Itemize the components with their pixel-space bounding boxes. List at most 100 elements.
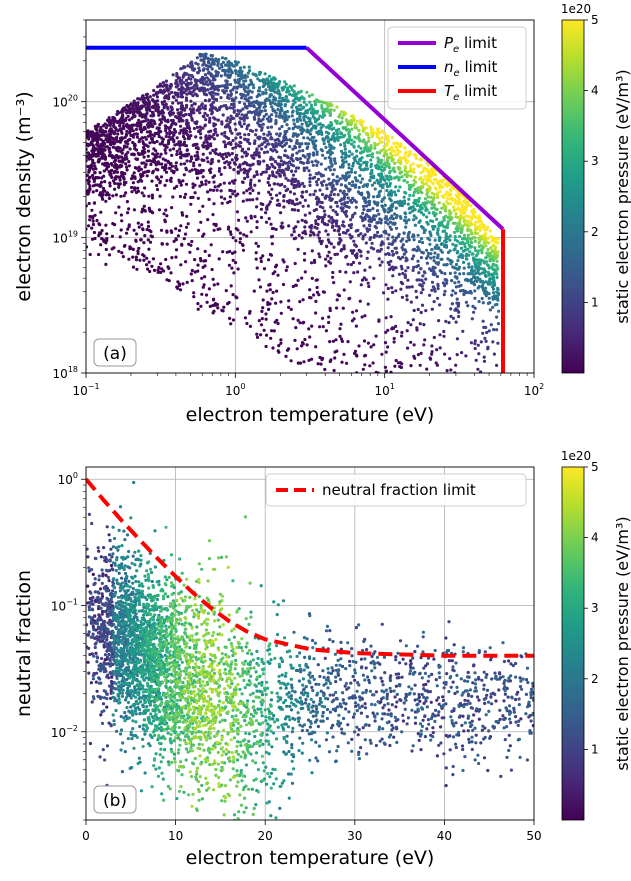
- data-point: [413, 238, 416, 241]
- data-point: [465, 301, 468, 304]
- data-point: [270, 126, 273, 129]
- data-point: [174, 237, 177, 240]
- data-point: [400, 265, 403, 268]
- data-point: [190, 81, 193, 84]
- data-point: [217, 58, 220, 61]
- data-point: [239, 237, 242, 240]
- data-point: [114, 211, 117, 214]
- data-point: [333, 356, 336, 359]
- data-point: [467, 234, 470, 237]
- data-point: [284, 103, 287, 106]
- data-point: [318, 189, 321, 192]
- data-point: [444, 320, 447, 323]
- data-point: [290, 308, 293, 311]
- data-point: [299, 112, 302, 115]
- data-point: [457, 280, 460, 283]
- data-point: [265, 221, 268, 224]
- data-point: [189, 203, 192, 206]
- data-point: [368, 364, 371, 367]
- data-point: [156, 99, 159, 102]
- data-point: [459, 284, 462, 287]
- data-point: [204, 118, 207, 121]
- data-point: [437, 246, 440, 249]
- data-point: [160, 229, 163, 232]
- data-point: [223, 182, 226, 185]
- data-point: [369, 159, 372, 162]
- data-point: [308, 288, 311, 291]
- data-point: [355, 252, 358, 255]
- data-point: [332, 146, 335, 149]
- data-point: [180, 184, 183, 187]
- data-point: [100, 181, 103, 184]
- data-point: [380, 353, 383, 356]
- data-point: [400, 170, 403, 173]
- data-point: [338, 237, 341, 240]
- data-point: [368, 209, 371, 212]
- data-point: [413, 179, 416, 182]
- data-point: [164, 144, 167, 147]
- data-point: [113, 223, 116, 226]
- data-point: [400, 334, 403, 337]
- data-point: [202, 175, 205, 178]
- data-point: [288, 145, 291, 148]
- data-point: [381, 136, 384, 139]
- data-point: [151, 196, 154, 199]
- data-point: [294, 225, 297, 228]
- data-point: [227, 226, 230, 229]
- data-point: [252, 86, 255, 89]
- data-point: [276, 199, 279, 202]
- data-point: [270, 254, 273, 257]
- data-point: [189, 130, 192, 133]
- data-point: [278, 127, 281, 130]
- data-point: [251, 90, 254, 93]
- data-point: [485, 340, 488, 343]
- data-point: [445, 232, 448, 235]
- data-point: [419, 219, 422, 222]
- data-point: [228, 264, 231, 267]
- data-point: [298, 234, 301, 237]
- data-point: [172, 96, 175, 99]
- data-point: [324, 146, 327, 149]
- data-point: [127, 258, 130, 261]
- data-point: [189, 107, 192, 110]
- data-point: [469, 290, 472, 293]
- data-point: [496, 342, 499, 345]
- data-point: [269, 200, 272, 203]
- data-point: [177, 102, 180, 105]
- data-point: [164, 152, 167, 155]
- data-point: [237, 267, 240, 270]
- data-point: [425, 249, 428, 252]
- data-point: [275, 264, 278, 267]
- data-point: [187, 74, 190, 77]
- data-point: [304, 199, 307, 202]
- data-point: [385, 370, 388, 373]
- data-point: [374, 225, 377, 228]
- data-point: [403, 179, 406, 182]
- data-point: [385, 149, 388, 152]
- data-point: [295, 198, 298, 201]
- data-point: [133, 208, 136, 211]
- data-point: [260, 147, 263, 150]
- data-point: [356, 229, 359, 232]
- data-point: [243, 133, 246, 136]
- data-point: [300, 142, 303, 145]
- data-point: [90, 209, 93, 212]
- data-point: [339, 131, 342, 134]
- data-point: [371, 155, 374, 158]
- data-point: [180, 102, 183, 105]
- data-point: [159, 262, 162, 265]
- data-point: [372, 343, 375, 346]
- data-point: [177, 179, 180, 182]
- data-point: [474, 240, 477, 243]
- data-point: [139, 178, 142, 181]
- data-point: [272, 291, 275, 294]
- data-point: [319, 129, 322, 132]
- data-point: [184, 260, 187, 263]
- data-point: [442, 335, 445, 338]
- data-point: [137, 101, 140, 104]
- data-point: [348, 174, 351, 177]
- data-point: [456, 298, 459, 301]
- data-point: [115, 164, 118, 167]
- data-point: [349, 188, 352, 191]
- data-point: [206, 190, 209, 193]
